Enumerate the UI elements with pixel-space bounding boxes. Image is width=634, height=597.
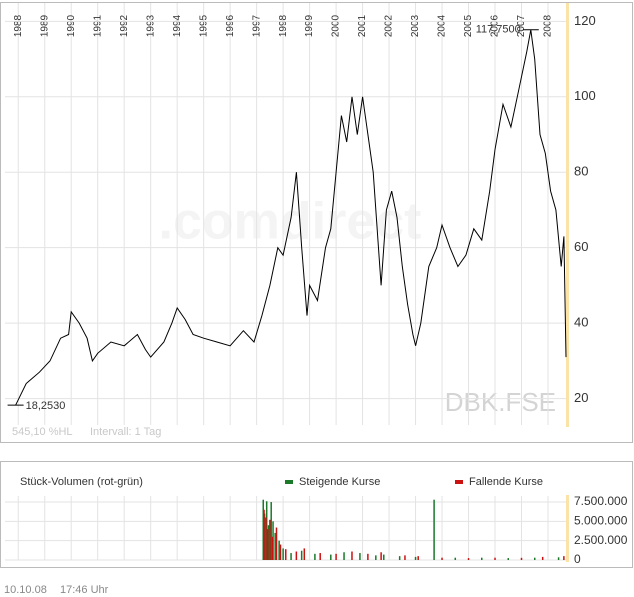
- volume-bar: [319, 553, 321, 560]
- volume-bar: [367, 553, 369, 560]
- volume-bar: [282, 548, 284, 560]
- volume-bar: [541, 556, 544, 560]
- annotation: 117,7500: [476, 24, 521, 36]
- info: 545,10 %HL: [12, 426, 73, 438]
- annotation: 18,2530: [26, 400, 66, 412]
- x-tick-label: 1991: [92, 14, 103, 37]
- volume-bar: [265, 517, 267, 560]
- y-tick-label: 2.500.000: [574, 533, 628, 547]
- volume-bar: [417, 556, 419, 560]
- volume-bar: [414, 556, 417, 560]
- y-tick-label: 60: [574, 239, 588, 254]
- x-tick-label: 2005: [463, 14, 474, 37]
- volume-bar: [300, 550, 303, 560]
- symbol: DBK.FSE: [445, 387, 556, 417]
- volume-bar: [274, 532, 276, 560]
- volume-bar: [359, 553, 361, 560]
- x-tick-label: 2000: [331, 14, 342, 37]
- volume-bar: [278, 540, 280, 560]
- volume-bar: [441, 557, 443, 560]
- volume-bar: [404, 555, 406, 560]
- footer-time: 17:46 Uhr: [60, 584, 109, 596]
- x-tick-label: 2001: [357, 14, 368, 37]
- volume-bar: [383, 554, 385, 560]
- legend-swatch: [455, 480, 463, 484]
- volume-bar: [285, 549, 287, 560]
- volume-bar: [520, 557, 523, 560]
- price-line: [15, 29, 567, 406]
- x-tick-label: 1992: [119, 14, 130, 37]
- y-tick-label: 5.000.000: [574, 514, 628, 528]
- volume-bar: [271, 536, 274, 560]
- volume-bar: [481, 557, 483, 560]
- volume-bar: [343, 552, 345, 560]
- volume-bar: [267, 525, 270, 560]
- x-tick-label: 1994: [172, 14, 183, 37]
- volume-bar: [507, 558, 510, 560]
- volume-bar: [279, 544, 282, 560]
- volume-bar: [335, 553, 337, 560]
- y-tick-label: 80: [574, 164, 588, 179]
- volume-frame: [0, 461, 633, 568]
- x-tick-label: 1993: [145, 14, 156, 37]
- x-tick-label: 2003: [410, 14, 421, 37]
- info: Intervall: 1 Tag: [90, 426, 161, 438]
- footer-date: 10.10.08: [4, 584, 47, 596]
- volume-bar: [267, 529, 269, 560]
- x-tick-label: 1999: [304, 14, 315, 37]
- volume-bar: [433, 499, 435, 560]
- legend-label: Fallende Kurse: [469, 476, 543, 488]
- volume-bar: [265, 501, 268, 560]
- x-tick-label: 1995: [198, 14, 209, 37]
- volume-bar: [454, 557, 457, 560]
- volume-title: Stück-Volumen (rot-grün): [20, 476, 143, 488]
- volume-bar: [330, 554, 332, 560]
- volume-bar: [295, 551, 298, 560]
- volume-bar: [467, 558, 470, 560]
- legend-swatch: [285, 480, 293, 484]
- volume-bar: [290, 553, 292, 560]
- x-tick-label: 2008: [543, 14, 554, 37]
- legend-label: Steigende Kurse: [299, 476, 380, 488]
- volume-bar: [557, 557, 560, 560]
- volume-bar: [380, 552, 382, 560]
- volume-bar: [375, 555, 377, 560]
- x-tick-label: 1998: [278, 14, 289, 37]
- volume-bar: [398, 556, 401, 560]
- volume-bar: [314, 553, 316, 560]
- volume-bar: [563, 556, 565, 560]
- y-tick-label: 0: [574, 552, 581, 566]
- current-marker: [566, 3, 569, 427]
- x-tick-label: 1997: [251, 14, 262, 37]
- volume-bar: [351, 551, 353, 560]
- current-marker: [566, 495, 569, 562]
- volume-bar: [533, 557, 536, 560]
- y-tick-label: 20: [574, 390, 588, 405]
- volume-bar: [303, 548, 306, 560]
- x-tick-label: 1988: [13, 14, 24, 37]
- volume-bar: [263, 509, 265, 560]
- y-tick-label: 100: [574, 88, 596, 103]
- x-tick-label: 1989: [39, 14, 50, 37]
- volume-bar: [269, 519, 271, 560]
- main-frame: [0, 2, 633, 443]
- x-tick-label: 2006: [490, 14, 501, 37]
- x-tick-label: 2004: [437, 14, 448, 37]
- volume-bar: [494, 557, 496, 560]
- volume-bar: [275, 527, 278, 560]
- y-tick-label: 7.500.000: [574, 494, 628, 508]
- x-tick-label: 1996: [225, 14, 236, 37]
- y-tick-label: 120: [574, 13, 596, 28]
- volume-bar: [270, 502, 272, 560]
- y-tick-label: 40: [574, 315, 588, 330]
- x-tick-label: 1990: [66, 14, 77, 37]
- x-tick-label: 2002: [384, 14, 395, 37]
- x-tick-label: 2007: [516, 14, 527, 37]
- volume-bar: [262, 499, 265, 560]
